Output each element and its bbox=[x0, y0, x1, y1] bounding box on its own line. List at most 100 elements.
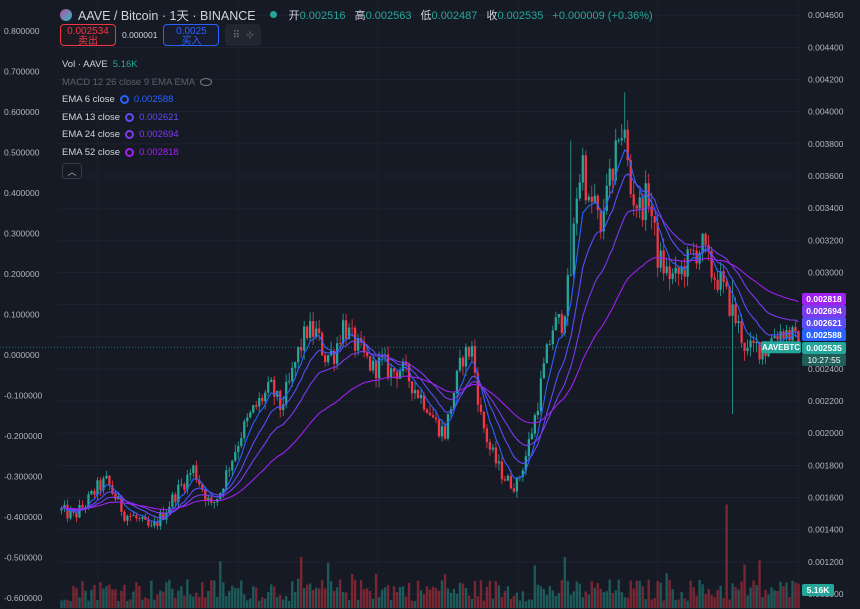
symbol-title[interactable]: AAVE / Bitcoin · 1天 · BINANCE bbox=[78, 9, 256, 23]
candle-body bbox=[207, 497, 210, 501]
volume-bars bbox=[60, 504, 800, 608]
price-tag-text: 0.002621 bbox=[806, 318, 842, 328]
volume-bar bbox=[117, 600, 120, 608]
volume-bar bbox=[443, 574, 447, 608]
candle-body bbox=[644, 183, 647, 221]
candle-body bbox=[243, 421, 246, 438]
legend-ema-6[interactable]: EMA 6 close 0.002588 bbox=[62, 94, 174, 106]
volume-bar bbox=[572, 591, 576, 608]
volume-bar bbox=[545, 594, 549, 608]
candle-body bbox=[434, 417, 438, 420]
candle-body bbox=[584, 155, 587, 201]
legend-ema-13[interactable]: EMA 13 close 0.002621 bbox=[62, 111, 179, 123]
macd-tick-label: 0.700000 bbox=[4, 67, 40, 77]
volume-bar bbox=[689, 580, 692, 608]
volume-bar bbox=[416, 580, 420, 608]
candle-body bbox=[306, 326, 309, 338]
volume-bar bbox=[162, 591, 165, 608]
candle-body bbox=[458, 357, 462, 371]
candle-body bbox=[608, 168, 611, 186]
sell-button[interactable]: 0.002534 卖出 bbox=[60, 24, 116, 47]
hidden-eye-icon[interactable] bbox=[200, 78, 213, 87]
candle-body bbox=[285, 381, 288, 405]
candle-body bbox=[716, 279, 719, 290]
volume-bar bbox=[159, 590, 162, 608]
candle-body bbox=[413, 390, 417, 394]
candle-body bbox=[270, 379, 273, 383]
volume-bar bbox=[584, 591, 587, 608]
volume-bar bbox=[620, 592, 623, 608]
price-tick-label: 0.001800 bbox=[808, 460, 844, 470]
candle-body bbox=[713, 277, 716, 280]
gear-icon[interactable] bbox=[125, 112, 135, 122]
volume-bar bbox=[722, 598, 725, 608]
candle-body bbox=[560, 313, 563, 334]
buy-button[interactable]: 0.0025 买入 bbox=[163, 24, 220, 47]
volume-bar bbox=[623, 597, 626, 608]
candle-body bbox=[84, 507, 87, 509]
candle-body bbox=[524, 456, 528, 471]
price-tag-text: 0.002694 bbox=[806, 306, 842, 316]
candle-body bbox=[338, 343, 342, 345]
candle-body bbox=[782, 331, 785, 339]
candle-body bbox=[455, 370, 459, 394]
volume-bar bbox=[779, 581, 782, 608]
volume-bar bbox=[210, 580, 213, 608]
candle-body bbox=[497, 461, 501, 464]
candle-body bbox=[554, 317, 557, 331]
candle-body bbox=[153, 521, 156, 526]
gear-icon[interactable] bbox=[119, 95, 129, 105]
candle-body bbox=[473, 346, 477, 373]
candle-body bbox=[719, 271, 722, 290]
legend-ema-24[interactable]: EMA 24 close 0.002694 bbox=[62, 129, 179, 141]
legend-macd[interactable]: MACD 12 26 close 9 EMA EMA bbox=[62, 74, 213, 92]
candle-body bbox=[755, 341, 758, 343]
volume-bar bbox=[144, 597, 147, 608]
drag-handle-icon[interactable]: ⠿ ⊹ bbox=[225, 24, 262, 46]
candle-body bbox=[347, 327, 351, 340]
volume-bar bbox=[761, 597, 764, 608]
candle-body bbox=[222, 488, 225, 493]
candle-body bbox=[201, 484, 204, 490]
volume-bar bbox=[677, 599, 680, 608]
candle-body bbox=[689, 249, 692, 251]
candle-body bbox=[590, 196, 593, 202]
candle-body bbox=[578, 182, 581, 199]
ohlc-readout: 开0.002516 高0.002563 低0.002487 收0.002535 … bbox=[288, 9, 653, 22]
crosshair-icon[interactable]: ⊹ bbox=[245, 29, 255, 41]
candle-body bbox=[626, 129, 629, 161]
volume-bar bbox=[222, 582, 225, 608]
candle-body bbox=[470, 346, 474, 357]
candle-body bbox=[761, 348, 764, 360]
volume-bar bbox=[686, 600, 689, 608]
volume-bar bbox=[674, 599, 677, 608]
volume-bar bbox=[611, 592, 614, 608]
legend-vol[interactable]: Vol · AAVE 5.16K bbox=[62, 59, 138, 71]
candle-body bbox=[324, 355, 327, 363]
volume-bar bbox=[560, 580, 564, 608]
candle-body bbox=[596, 195, 599, 211]
volume-bar bbox=[665, 573, 668, 608]
volume-bar bbox=[135, 582, 138, 608]
gear-icon[interactable] bbox=[125, 130, 135, 140]
candle-body bbox=[428, 412, 432, 416]
volume-bar bbox=[171, 588, 174, 608]
candle-body bbox=[653, 216, 656, 223]
price-tick-label: 0.003400 bbox=[808, 203, 844, 213]
volume-bar bbox=[482, 600, 486, 608]
candle-body bbox=[356, 338, 360, 351]
price-tick-label: 0.004200 bbox=[808, 75, 844, 85]
aave-coin-icon bbox=[60, 8, 72, 21]
candle-body bbox=[309, 321, 312, 338]
gear-icon[interactable] bbox=[125, 147, 135, 157]
candle-body bbox=[710, 251, 713, 278]
volume-bar bbox=[338, 579, 342, 608]
price-tick-label: 0.003800 bbox=[808, 139, 844, 149]
candle-body bbox=[647, 183, 650, 207]
volume-bar bbox=[237, 588, 240, 608]
volume-bar bbox=[362, 589, 366, 608]
legend-ema-52[interactable]: EMA 52 close 0.002818 bbox=[62, 146, 179, 158]
collapse-legend-button[interactable]: ︿ bbox=[62, 163, 82, 179]
volume-bar bbox=[680, 591, 683, 608]
